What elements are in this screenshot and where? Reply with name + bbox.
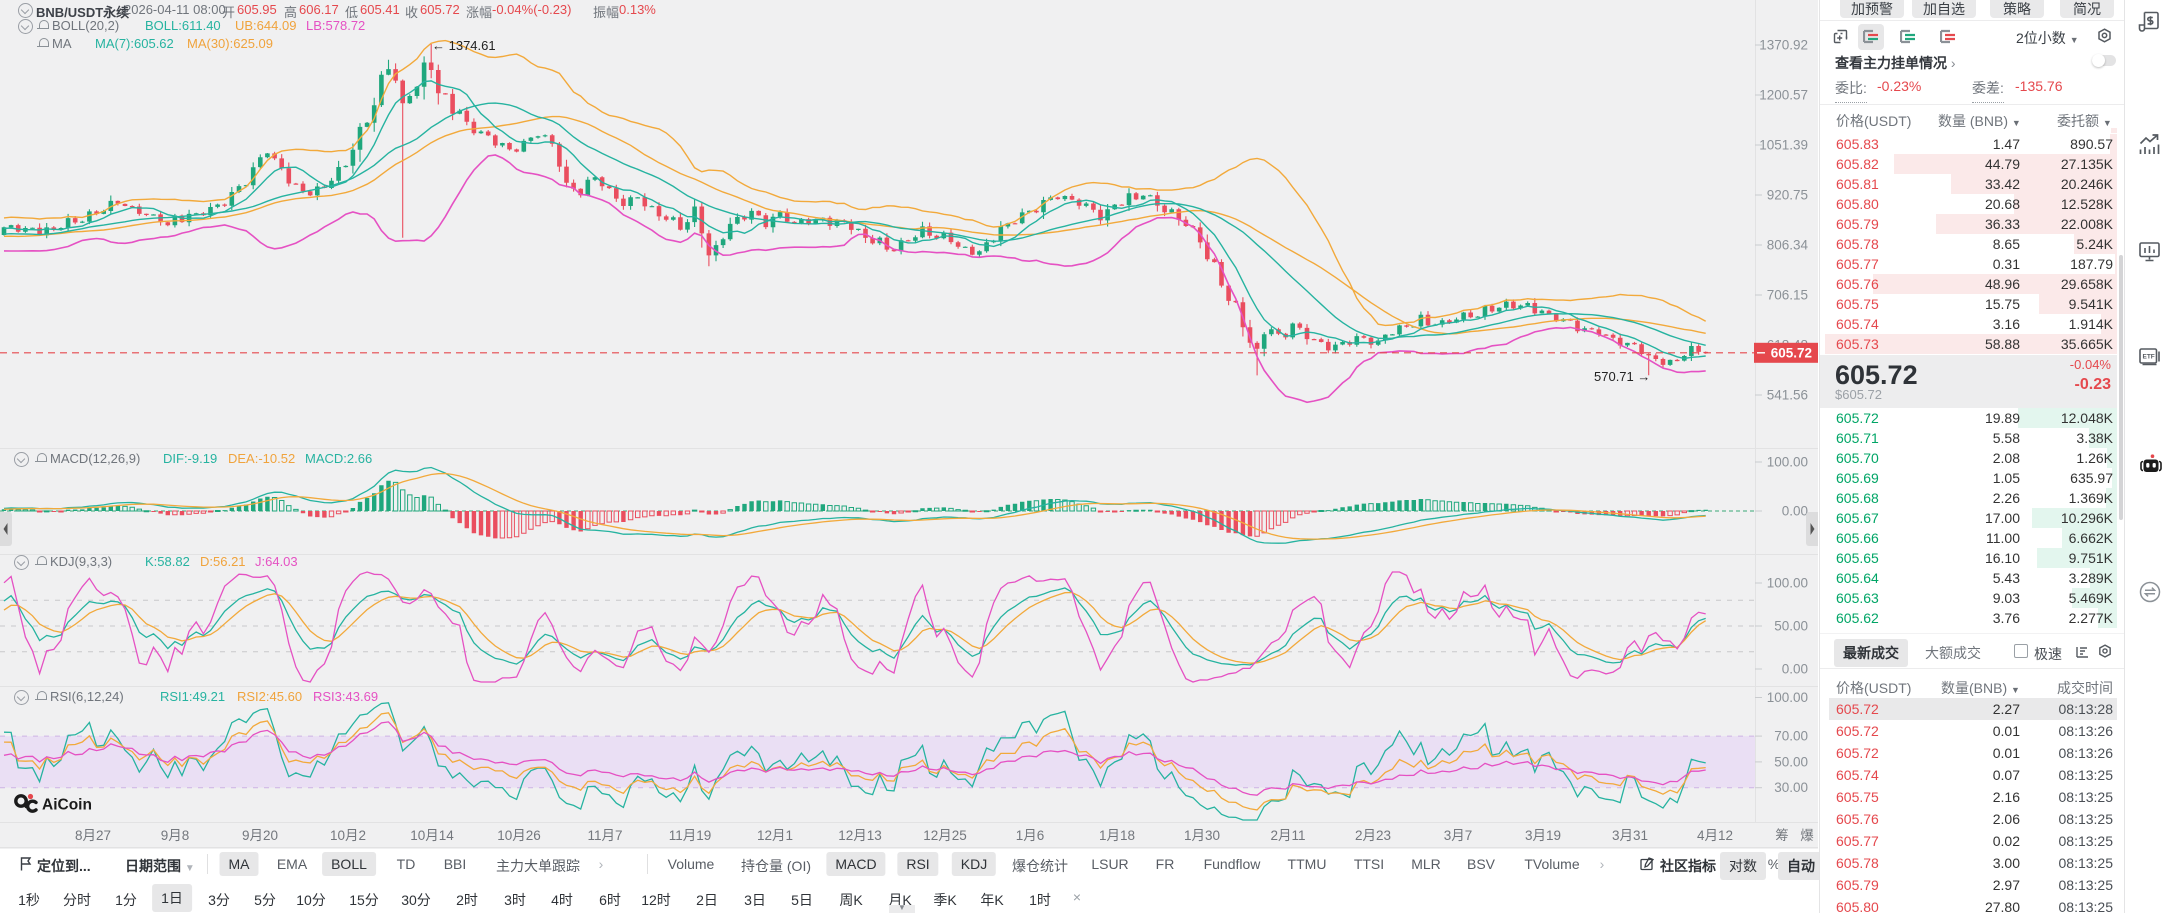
svg-text:806.34: 806.34 [1767, 238, 1809, 253]
svg-text:3月7: 3月7 [1444, 828, 1473, 843]
svg-text:1月18: 1月18 [1099, 828, 1135, 843]
svg-text:1月30: 1月30 [1184, 828, 1220, 843]
svg-text:50.00: 50.00 [1774, 619, 1808, 634]
svg-text:9月8: 9月8 [161, 828, 190, 843]
svg-text:0.00: 0.00 [1782, 504, 1808, 519]
svg-text:541.56: 541.56 [1767, 388, 1808, 403]
svg-text:4月12: 4月12 [1697, 828, 1733, 843]
svg-text:570.71 →: 570.71 → [1594, 369, 1650, 384]
svg-text:← 1374.61: ← 1374.61 [432, 38, 496, 53]
svg-text:ETF: ETF [2143, 354, 2155, 361]
svg-text:1051.39: 1051.39 [1759, 138, 1808, 153]
svg-text:2月11: 2月11 [1270, 828, 1305, 843]
svg-text:8月27: 8月27 [75, 828, 111, 843]
svg-text:3月31: 3月31 [1612, 828, 1648, 843]
svg-text:100.00: 100.00 [1767, 690, 1808, 705]
svg-text:1月6: 1月6 [1016, 828, 1045, 843]
svg-text:1370.92: 1370.92 [1759, 38, 1808, 53]
svg-text:12月25: 12月25 [923, 828, 967, 843]
svg-text:605.72: 605.72 [1771, 346, 1812, 361]
svg-text:100.00: 100.00 [1767, 576, 1808, 591]
svg-text:2月23: 2月23 [1355, 828, 1391, 843]
svg-text:AiCoin: AiCoin [42, 797, 92, 814]
svg-text:706.15: 706.15 [1767, 288, 1808, 303]
svg-text:3月19: 3月19 [1525, 828, 1561, 843]
svg-text:11月19: 11月19 [669, 828, 712, 843]
svg-text:10月26: 10月26 [497, 828, 541, 843]
svg-text:10月2: 10月2 [330, 828, 366, 843]
svg-text:30.00: 30.00 [1774, 780, 1808, 795]
svg-text:70.00: 70.00 [1774, 729, 1808, 744]
svg-text:1200.57: 1200.57 [1759, 88, 1808, 103]
svg-text:920.75: 920.75 [1767, 188, 1808, 203]
svg-text:0.00: 0.00 [1782, 662, 1808, 677]
svg-text:筹: 筹 [1775, 827, 1789, 843]
svg-text:100.00: 100.00 [1767, 455, 1808, 470]
svg-text:50.00: 50.00 [1774, 754, 1808, 769]
svg-text:9月20: 9月20 [242, 828, 278, 843]
svg-text:11月7: 11月7 [587, 828, 622, 843]
svg-text:12月13: 12月13 [838, 828, 882, 843]
svg-text:12月1: 12月1 [757, 828, 793, 843]
svg-text:爆: 爆 [1800, 828, 1814, 843]
svg-text:10月14: 10月14 [410, 828, 454, 843]
